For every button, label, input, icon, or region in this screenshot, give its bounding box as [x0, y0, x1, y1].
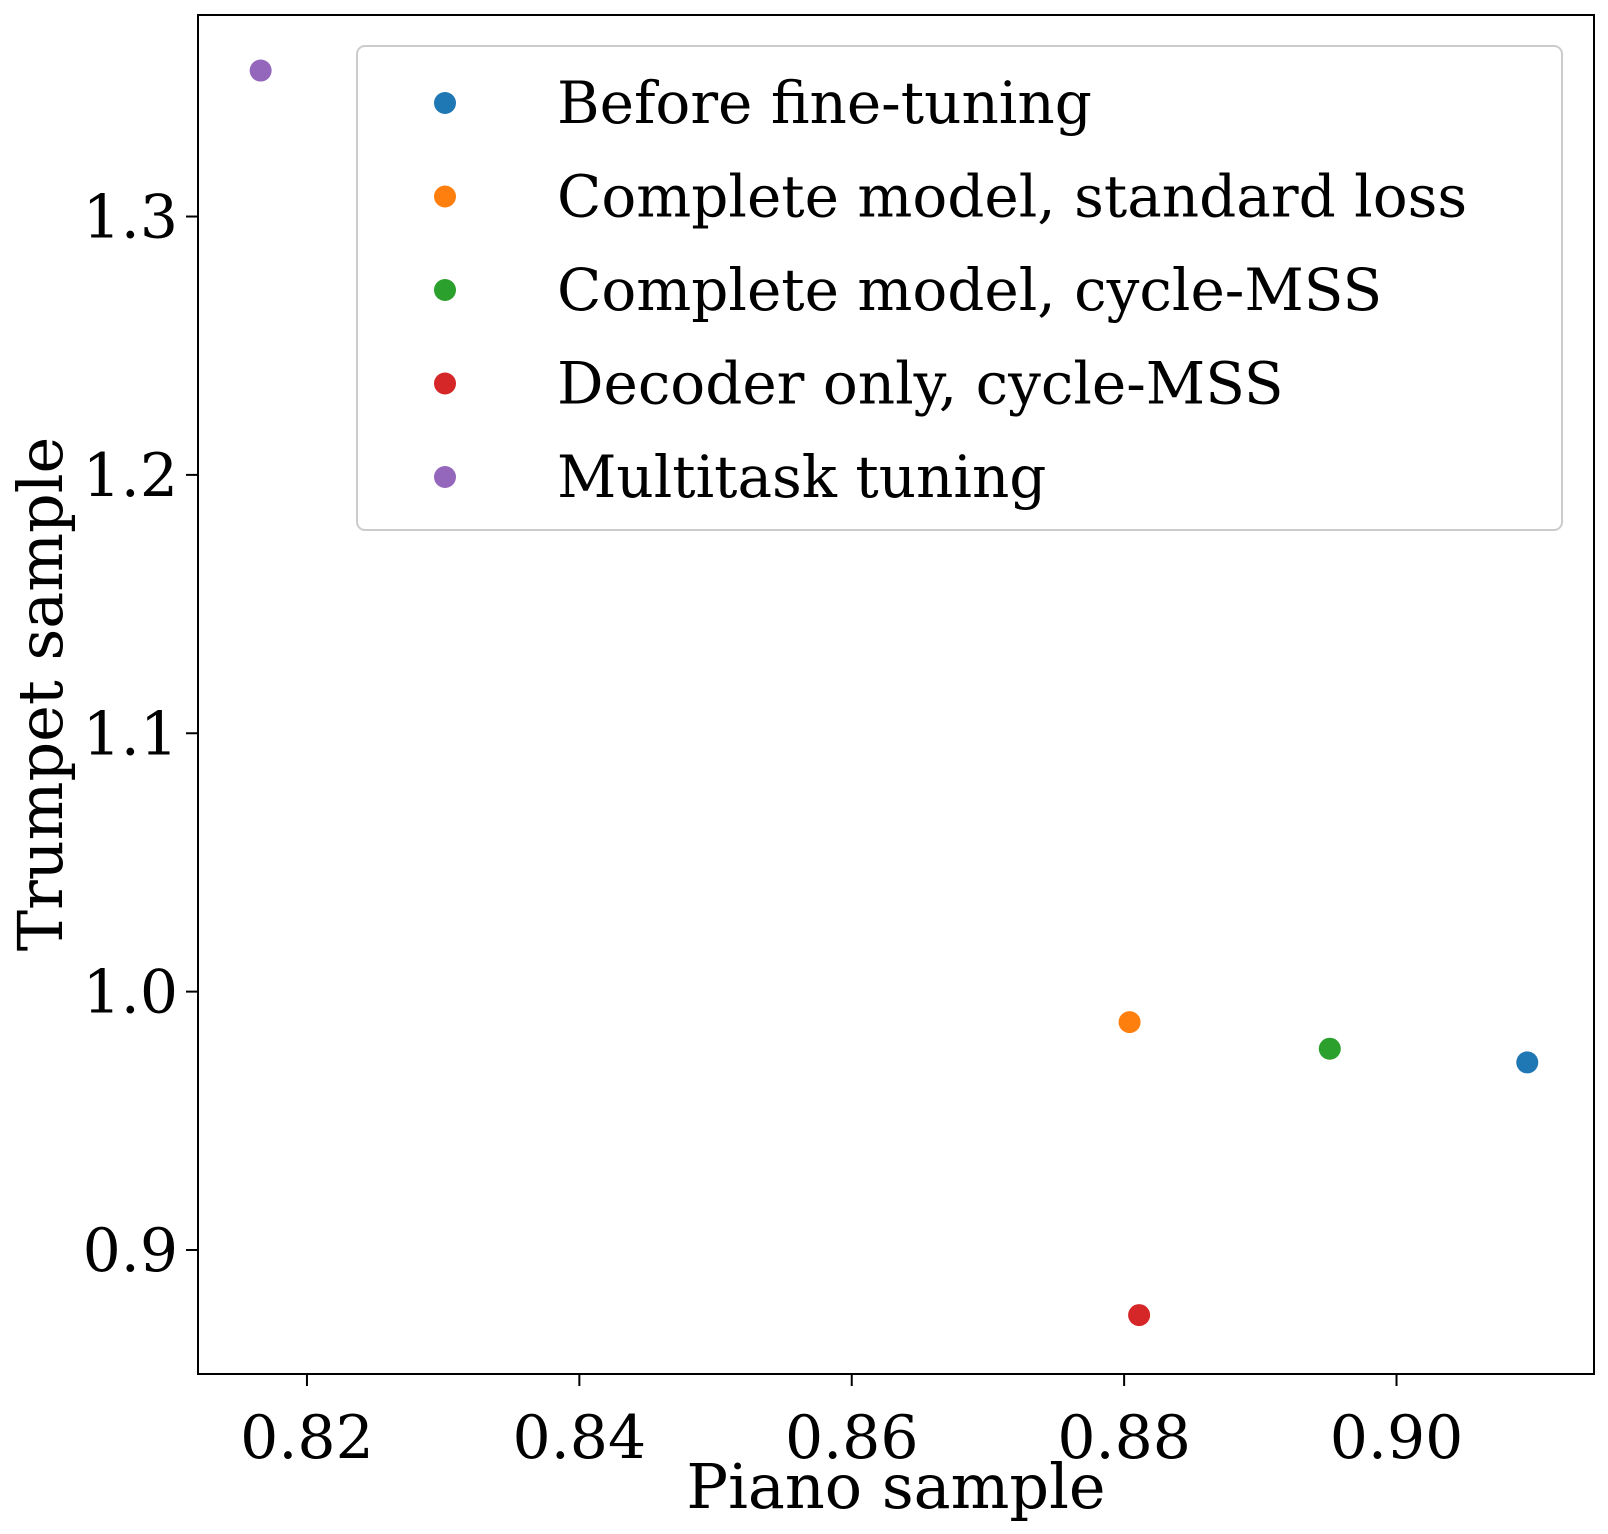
- legend-marker: [434, 466, 456, 488]
- legend-label: Before fine-tuning: [557, 69, 1092, 137]
- y-tick-label: 0.9: [83, 1216, 178, 1286]
- data-point: [1118, 1011, 1141, 1034]
- data-point: [249, 59, 272, 82]
- legend-entries: Before fine-tuning Complete model, standa…: [434, 69, 1467, 511]
- x-tick-label: 0.88: [1057, 1403, 1191, 1473]
- x-tick-label: 0.86: [785, 1403, 919, 1473]
- x-tick-label: 0.90: [1330, 1403, 1464, 1473]
- data-point: [1516, 1051, 1539, 1074]
- legend-label: Decoder only, cycle-MSS: [557, 350, 1284, 418]
- legend-frame: [356, 45, 1563, 531]
- x-axis-title: Piano sample: [686, 1450, 1105, 1523]
- legend-marker: [434, 279, 456, 301]
- legend-label: Complete model, standard loss: [557, 163, 1467, 231]
- legend-marker: [434, 372, 456, 395]
- y-tick-label: 1.3: [83, 183, 178, 253]
- y-tick-label: 1.2: [83, 441, 178, 511]
- legend-marker: [434, 185, 456, 208]
- legend-label: Complete model, cycle-MSS: [557, 256, 1382, 324]
- y-tick-label: 1.0: [83, 958, 178, 1028]
- x-axis-ticks: 0.82 0.84 0.86 0.88 0.90: [240, 1374, 1463, 1473]
- legend-label: Multitask tuning: [557, 443, 1046, 511]
- data-point: [1318, 1037, 1341, 1060]
- x-tick-label: 0.84: [513, 1403, 647, 1473]
- y-tick-label: 1.1: [83, 699, 178, 769]
- y-axis-ticks: 0.9 1.0 1.1 1.2 1.3: [83, 183, 198, 1286]
- data-point: [1128, 1304, 1151, 1327]
- plot-frame: [197, 14, 1595, 1375]
- legend: Before fine-tuning Complete model, standa…: [356, 45, 1563, 531]
- data-points: [249, 59, 1539, 1327]
- x-tick-label: 0.82: [240, 1403, 374, 1473]
- legend-marker: [434, 92, 456, 114]
- y-axis-title: Trumpet sample: [4, 437, 77, 952]
